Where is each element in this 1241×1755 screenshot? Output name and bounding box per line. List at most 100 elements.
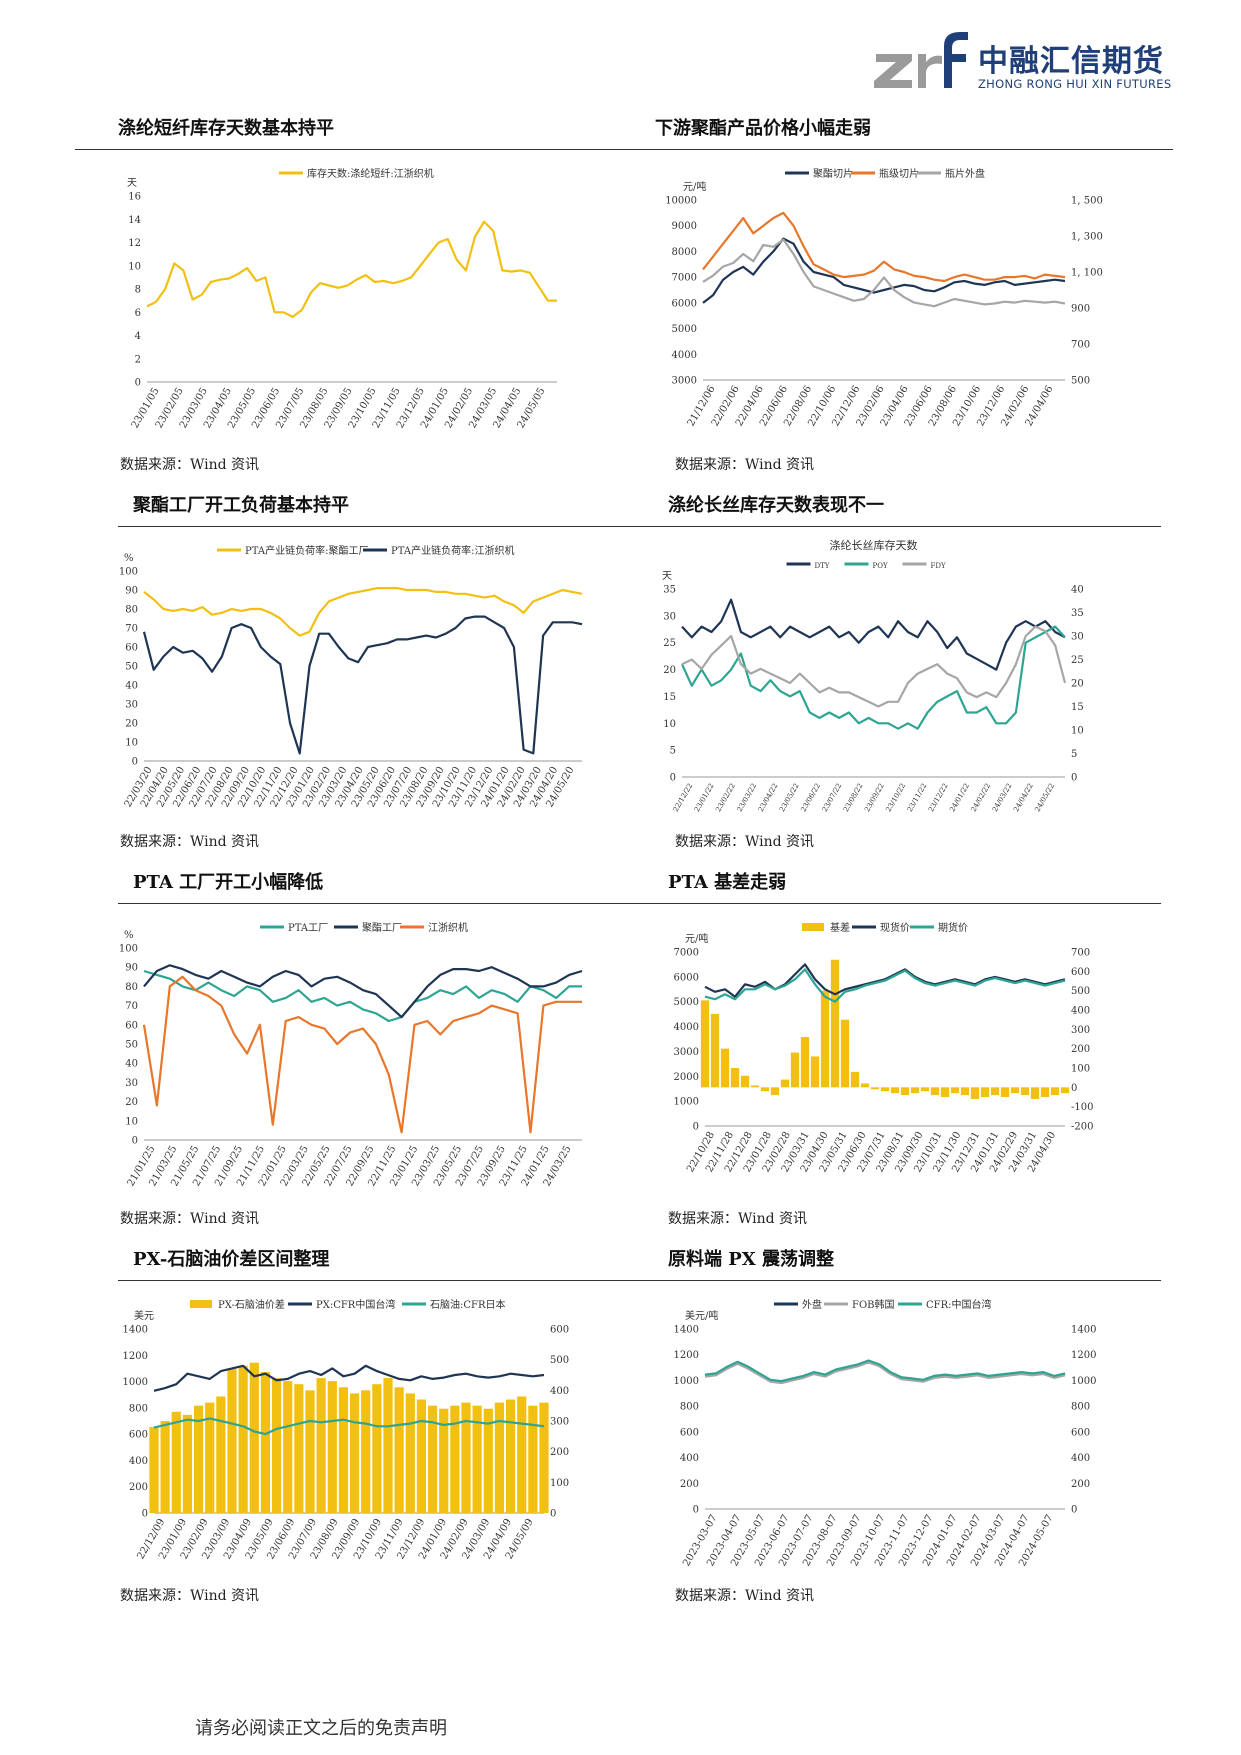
legend-label: 现货价	[880, 921, 910, 934]
y2-tick-label: 500	[1071, 376, 1090, 387]
y2-tick-label: 15	[1071, 702, 1084, 713]
x-tick-label: 24/03/22	[991, 782, 1014, 813]
bar	[920, 1087, 930, 1092]
legend-label: PTA产业链负荷率:江浙织机	[391, 544, 514, 557]
chart-legend: 聚酯切片 瓶级切片 瓶片外盘	[785, 167, 985, 180]
bar	[271, 1378, 282, 1513]
legend-label: 瓶片外盘	[945, 167, 985, 180]
bar	[760, 1087, 770, 1092]
line-series-PTA工厂	[143, 969, 582, 1023]
y-tick-label: 20	[663, 665, 676, 676]
y-tick-label: 600	[129, 1430, 148, 1441]
bar	[970, 1087, 980, 1099]
y2-tick-label: 1, 100	[1071, 268, 1103, 279]
bar	[149, 1427, 159, 1513]
y2-tick-label: 0	[1071, 773, 1077, 784]
chart-legend: 库存天数:涤纶短纤:江浙织机	[279, 167, 434, 180]
source-note-2: 数据来源：Wind 资讯	[675, 457, 815, 473]
chart-title: 涤纶长丝库存天数	[830, 538, 918, 552]
x-tick-label: 23/03/22	[736, 782, 759, 813]
bar	[316, 1378, 326, 1513]
legend-label: 外盘	[802, 1298, 822, 1311]
y-tick-label: 4	[135, 331, 141, 342]
line-series-现货价	[704, 963, 1066, 998]
y-tick-label: 6	[135, 308, 141, 319]
y2-tick-label: 35	[1071, 608, 1084, 619]
y-tick-label: 100	[119, 944, 138, 955]
y2-tick-label: 1200	[1071, 1350, 1096, 1361]
y-tick-label: 50	[125, 1040, 138, 1051]
x-tick-label: 24/02/22	[970, 782, 993, 813]
y-tick-label: 2000	[674, 1072, 699, 1083]
y-tick-label: 0	[132, 757, 138, 768]
line-series-聚酯工厂	[143, 964, 583, 1019]
section-title-8: 原料端 PX 震荡调整	[668, 1249, 835, 1270]
y-tick-label: 10	[663, 719, 676, 730]
y-axis-unit-label: 美元/吨	[685, 1309, 718, 1322]
x-tick-label: 23/02/22	[714, 782, 737, 813]
y-tick-label: 4000	[674, 1022, 699, 1033]
bar	[860, 1083, 870, 1088]
y-tick-label: 40	[125, 681, 138, 692]
bar	[394, 1387, 404, 1513]
bar	[830, 959, 840, 1088]
y2-tick-label: 200	[550, 1447, 569, 1458]
y-tick-label: 90	[125, 586, 138, 597]
legend-label: 库存天数:涤纶短纤:江浙织机	[307, 167, 434, 180]
chart-2-polyester-prices: 元/吨 3000 4000 5000 6000 7000 8000 9000 10000 500 7…	[655, 160, 1125, 450]
y-tick-label: 16	[128, 192, 141, 203]
y-tick-label: 90	[125, 963, 138, 974]
y2-tick-label: 1, 500	[1071, 196, 1103, 207]
bar	[171, 1411, 181, 1513]
y-tick-label: 5000	[674, 997, 699, 1008]
bar	[160, 1421, 170, 1513]
line-series-DTY	[681, 598, 1066, 671]
x-tick-label: 23/10/22	[884, 782, 907, 813]
y2-tick-label: 5	[1071, 749, 1077, 760]
bar	[238, 1365, 248, 1513]
y-tick-label: 4000	[672, 350, 697, 361]
legend-label: 期货价	[938, 921, 968, 934]
bar	[205, 1402, 215, 1513]
line-series-FOB韩国	[704, 1361, 1066, 1385]
y-tick-label: 800	[680, 1402, 699, 1413]
bar	[710, 1013, 720, 1088]
source-note-8: 数据来源：Wind 资讯	[675, 1588, 815, 1604]
line-series-瓶片外盘	[702, 238, 1066, 308]
section-title-6: PTA 基差走弱	[668, 872, 787, 893]
y2-tick-label: 200	[1071, 1479, 1090, 1490]
legend-swatch	[802, 923, 824, 931]
y-axis-unit-label: 元/吨	[685, 932, 708, 945]
y-tick-label: 1000	[674, 1097, 699, 1108]
line-series-期货价	[704, 968, 1066, 1003]
logo-chinese-name: 中融汇信期货	[978, 44, 1164, 79]
chart-legend: PTA工厂 聚酯工厂 江浙织机	[260, 921, 468, 934]
bar	[820, 990, 830, 1088]
bar	[840, 1019, 850, 1088]
legend-label: FOB韩国	[852, 1298, 895, 1311]
legend-label: 基差	[830, 921, 850, 934]
bar	[790, 1052, 800, 1088]
bar	[770, 1087, 780, 1096]
x-tick-label: 23/05/22	[778, 782, 801, 813]
y-axis-unit-label: 美元	[134, 1309, 154, 1322]
legend-label: PX:CFR中国台湾	[316, 1298, 395, 1311]
y2-tick-label: 400	[1071, 1453, 1090, 1464]
section-divider	[75, 149, 1173, 150]
bar	[890, 1087, 900, 1094]
source-note-4: 数据来源：Wind 资讯	[675, 834, 815, 850]
chart-legend: PTA产业链负荷率:聚酯工厂 PTA产业链负荷率:江浙织机	[217, 544, 514, 557]
y-tick-label: 3000	[674, 1047, 699, 1058]
legend-swatch	[190, 1300, 212, 1308]
company-logo: 中融汇信期货 ZHONG RONG HUI XIN FUTURES	[870, 28, 1200, 98]
bar	[1020, 1087, 1030, 1096]
source-note-3: 数据来源：Wind 资讯	[120, 834, 260, 850]
y-tick-label: 8000	[672, 247, 697, 258]
bar	[182, 1414, 193, 1513]
y-tick-label: 600	[680, 1427, 699, 1438]
bar	[730, 1068, 740, 1088]
y-tick-label: 14	[128, 215, 141, 226]
y-tick-label: 0	[693, 1505, 699, 1516]
bar	[1040, 1087, 1050, 1097]
legend-label: FDY	[931, 562, 946, 570]
